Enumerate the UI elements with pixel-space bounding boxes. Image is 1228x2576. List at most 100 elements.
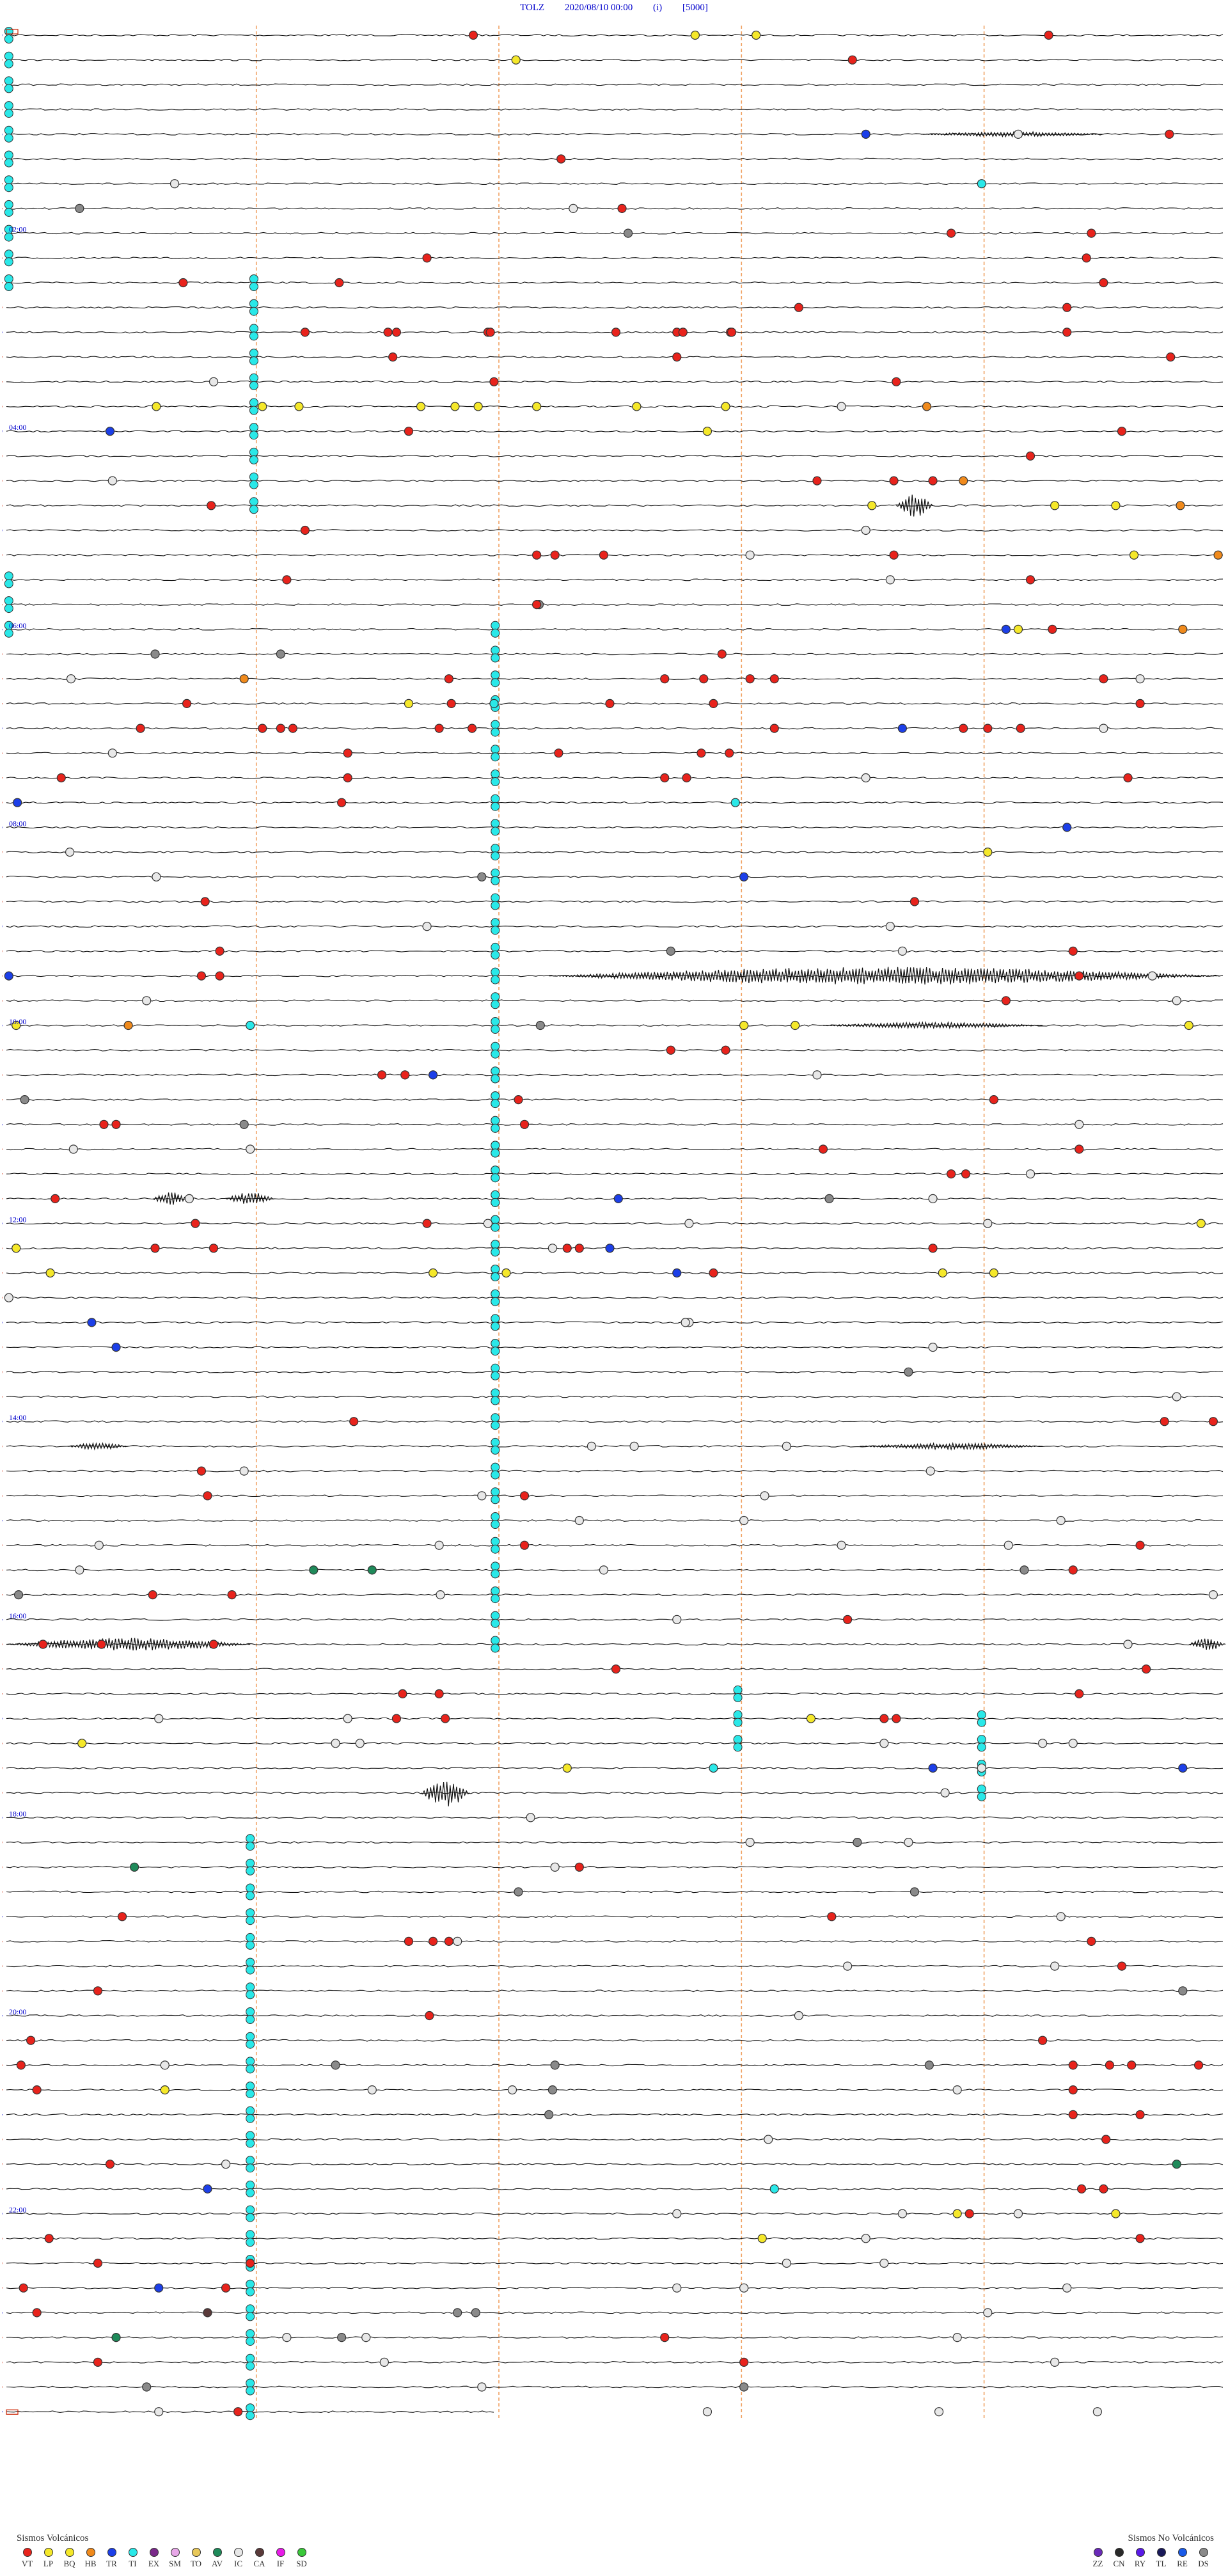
event-marker-vt: [983, 723, 993, 733]
event-marker-ic: [507, 2085, 517, 2095]
event-marker-vt: [682, 773, 691, 783]
event-marker-ti: [769, 2184, 779, 2193]
event-marker-ti: [249, 306, 258, 316]
event-marker-vt: [422, 253, 432, 263]
event-marker-ti: [977, 179, 986, 189]
event-marker-ic: [107, 476, 117, 486]
row-marker: ʼ: [2, 1346, 3, 1352]
event-marker-ti: [491, 727, 500, 737]
event-marker-vt: [207, 501, 216, 510]
event-marker-ic: [897, 2209, 908, 2218]
event-marker-ic: [107, 748, 117, 758]
event-marker-ds: [824, 1194, 834, 1204]
row-marker: ʼ: [2, 1049, 3, 1055]
event-marker-ic: [879, 1739, 889, 1748]
event-marker-vt: [404, 427, 414, 436]
event-marker-ic: [599, 1565, 609, 1575]
row-marker: ʼ: [2, 2410, 3, 2417]
event-marker-ds: [924, 2060, 934, 2070]
legend-dot: [22, 2548, 32, 2557]
hour-label: 02:00: [9, 225, 26, 234]
event-marker-ds: [150, 649, 160, 659]
event-marker-ic: [1172, 1392, 1181, 1402]
event-marker-lp: [1050, 501, 1060, 510]
event-marker-ti: [246, 1940, 255, 1950]
event-marker-ti: [491, 1487, 500, 1497]
event-marker-vt: [468, 30, 478, 40]
row-marker: ʼ: [2, 777, 3, 783]
event-marker-ds: [142, 2382, 152, 2392]
row-marker: ʼ: [2, 1173, 3, 1179]
event-marker-vt: [335, 278, 344, 288]
event-marker-tr: [154, 2283, 164, 2293]
trace-row: [6, 1841, 1224, 1844]
event-marker-ti: [4, 596, 13, 606]
row-marker: ʼ: [2, 999, 3, 1006]
event-marker-ic: [837, 402, 846, 411]
row-marker: ʼ: [2, 1767, 3, 1773]
event-marker-ti: [246, 1932, 255, 1942]
event-marker-ti: [733, 1710, 743, 1719]
hour-label: 06:00: [9, 621, 26, 630]
event-marker-vt: [391, 328, 402, 337]
row-marker: ʼ: [2, 1073, 3, 1080]
event-marker-lp: [867, 501, 877, 510]
event-marker-ic: [221, 2160, 231, 2169]
event-marker-vt: [611, 1664, 621, 1674]
chart-scale: [5000]: [682, 3, 708, 13]
event-marker-ti: [249, 497, 258, 507]
event-marker-ti: [249, 299, 258, 308]
seismic-burst: [920, 130, 1104, 138]
event-marker-vt: [961, 1169, 971, 1179]
event-marker-ti: [246, 1965, 255, 1975]
row-marker: ʼ: [2, 2336, 3, 2343]
event-marker-vt: [16, 2060, 26, 2070]
event-marker-vt: [519, 1119, 530, 1129]
event-marker-vt: [1016, 723, 1025, 733]
event-marker-vt: [672, 352, 682, 362]
row-marker: ʼ: [2, 1222, 3, 1229]
event-marker-ds: [666, 946, 675, 956]
event-marker-vt: [32, 2085, 42, 2095]
event-marker-ti: [733, 1693, 743, 1702]
event-marker-vt: [769, 674, 779, 684]
event-marker-vt: [1082, 253, 1091, 263]
event-marker-ti: [491, 1537, 500, 1546]
event-marker-ti: [491, 1041, 500, 1051]
row-marker: ʼ: [2, 2361, 3, 2367]
event-marker-ti: [491, 975, 500, 984]
hour-label: 18:00: [9, 1809, 26, 1818]
row-marker: ʼ: [2, 1693, 3, 1699]
event-marker-lp: [752, 30, 761, 40]
event-marker-ti: [4, 101, 13, 111]
event-marker-ti: [491, 1594, 500, 1604]
event-marker-ti: [249, 480, 258, 489]
event-marker-ic: [239, 1466, 249, 1476]
event-marker-av: [130, 1862, 139, 1872]
legend-volcanic-sm: SM: [164, 2548, 185, 2569]
event-marker-ic: [837, 1540, 846, 1550]
event-marker-vt: [377, 1070, 387, 1080]
legend-code: AV: [211, 2559, 223, 2568]
event-marker-vt: [428, 1936, 438, 1946]
event-marker-ti: [977, 1718, 986, 1727]
event-marker-vt: [1099, 674, 1108, 684]
trace-row: [6, 1618, 1224, 1621]
event-marker-ti: [4, 183, 13, 193]
event-marker-ti: [730, 798, 740, 807]
event-marker-ti: [491, 1520, 500, 1529]
trace-row: [6, 2039, 1224, 2042]
row-marker: ʼ: [2, 1272, 3, 1278]
event-marker-vt: [1105, 2060, 1115, 2070]
event-marker-vt: [617, 203, 627, 213]
row-marker: ʼ: [2, 480, 3, 486]
event-marker-lp: [989, 1268, 998, 1278]
event-marker-ti: [249, 505, 258, 514]
trace-row: [6, 1272, 1224, 1274]
trace-row: [6, 83, 1224, 86]
event-marker-ti: [246, 1842, 255, 1851]
event-marker-vt: [489, 377, 499, 386]
legend-code: DS: [1198, 2559, 1209, 2568]
event-marker-lp: [450, 402, 460, 411]
row-marker: ʼ: [2, 1519, 3, 1526]
